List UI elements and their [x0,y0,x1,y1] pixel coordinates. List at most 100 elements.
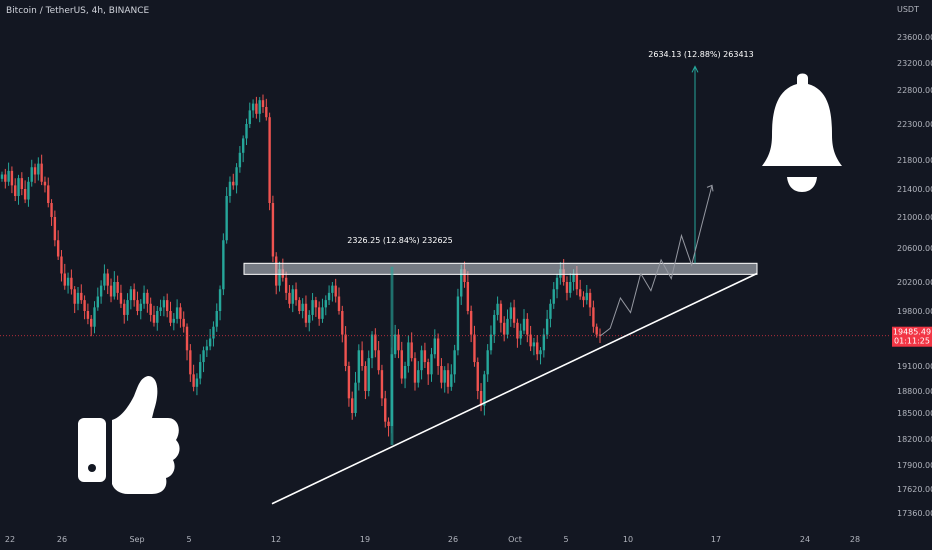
candle-body [595,326,598,335]
y-tick-label: 18500.00 [897,409,932,418]
candle-body [10,170,14,186]
candle-body [536,342,539,355]
candle-body [291,289,294,304]
candle-body [261,100,265,107]
candle-body [241,138,245,153]
chart-title: Bitcoin / TetherUS, 4h, BINANCE [6,6,150,16]
candle-body [37,163,40,175]
candle-body [341,311,344,335]
candle-body [453,350,456,375]
last-price-badge [892,326,932,347]
candle-body [271,203,275,257]
x-tick-label: 5 [186,535,191,544]
candle-body [512,307,516,323]
y-tick-label: 23600.00 [897,33,932,42]
candle-body [460,269,463,297]
y-tick-label: 21000.00 [897,213,932,222]
target-arrow-head [691,65,699,73]
candle-body [156,311,159,323]
candle-body [162,300,166,308]
candle-body [165,300,169,311]
candle-body [288,292,291,304]
x-tick-label: 28 [850,535,860,544]
candle-body [40,163,43,182]
candle-body [265,107,268,118]
candle-body [423,350,427,363]
thumbs-up-icon [78,376,180,494]
candle-body [403,366,407,379]
candle-body [294,289,298,301]
candle-body [446,370,450,387]
candle-body [433,338,437,355]
candle-body [417,370,420,383]
candle-body [205,346,209,351]
candle-body [337,296,341,311]
candle-body [552,289,555,304]
candle-body [400,350,403,379]
candle-body [592,307,595,327]
ascending-trendline[interactable] [271,272,758,505]
candle-body [185,326,189,351]
y-tick-label: 20600.00 [897,244,932,253]
y-tick-label: 21800.00 [897,156,932,165]
candle-body [251,103,255,111]
candle-body [585,292,588,301]
candle-body [43,181,47,186]
candle-body [542,334,546,351]
candle-body [496,303,499,315]
candle-body [562,269,565,282]
candle-body [360,350,364,366]
candle-body [27,181,30,200]
candle-body [430,354,433,375]
candle-body [179,307,182,319]
x-tick-label: 22 [5,535,15,544]
candle-body [47,185,50,203]
candle-body [222,240,225,290]
candle-body [14,185,17,196]
candle-body [420,350,423,371]
x-tick-label: 12 [271,535,281,544]
candle-body [384,398,387,422]
candle-body [284,277,288,293]
y-tick-label: 23200.00 [897,59,932,68]
y-tick-label: 18200.00 [897,435,932,444]
candle-body [578,289,582,297]
candle-body [347,366,351,399]
candle-body [212,326,215,339]
candle-body [66,277,70,286]
candle-body [466,282,470,311]
candle-body [314,300,318,308]
x-tick-label: 5 [563,535,568,544]
candle-body [76,292,80,304]
y-tick-label: 18800.00 [897,387,932,396]
candle-body [175,307,179,319]
candle-body [4,174,7,182]
candle-body [116,282,119,293]
time-axis[interactable]: 22 26 Sep 5 12 19 26 Oct 5 10 17 24 28 [5,535,860,544]
candle-body [123,303,126,315]
y-tick-label: 17360.00 [897,509,932,518]
candle-body [440,366,443,383]
candle-body [473,334,476,363]
price-axis[interactable]: USDT 17360.00 17620.00 17900.00 18200.00 1850… [892,5,932,518]
resistance-zone[interactable] [243,262,758,275]
candle-body [456,296,460,351]
candle-body [413,358,417,383]
candle-body [182,318,185,327]
candle-body [17,178,20,196]
candle-body [90,318,93,327]
candle-body [268,117,271,203]
candle-body [208,338,212,347]
candle-body [357,350,361,383]
candle-body [7,170,10,182]
candle-body [331,285,334,293]
candle-body [195,378,199,387]
candle-body [479,391,483,406]
candle-body [298,300,301,311]
candle-body [469,311,473,335]
candle-body [367,358,370,391]
candle-body [113,282,116,297]
candle-body [103,273,106,286]
currency-label: USDT [897,5,919,14]
